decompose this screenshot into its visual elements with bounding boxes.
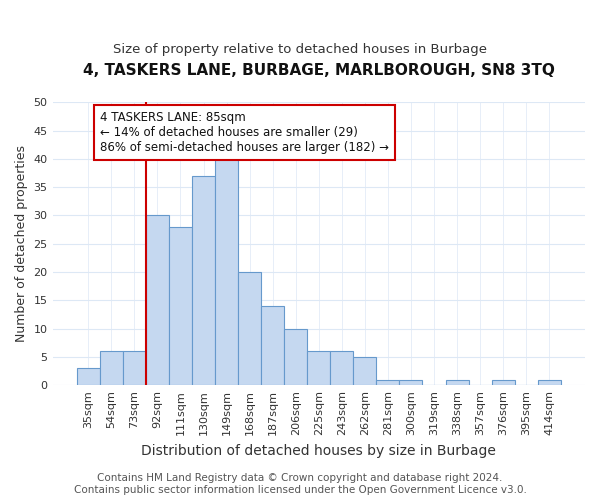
Text: 4 TASKERS LANE: 85sqm
← 14% of detached houses are smaller (29)
86% of semi-deta: 4 TASKERS LANE: 85sqm ← 14% of detached … bbox=[100, 111, 389, 154]
Bar bbox=[192, 176, 215, 386]
Bar bbox=[491, 380, 515, 386]
Bar bbox=[261, 306, 284, 386]
Bar bbox=[284, 328, 307, 386]
Bar bbox=[446, 380, 469, 386]
Bar bbox=[215, 148, 238, 386]
Bar bbox=[538, 380, 561, 386]
Bar bbox=[123, 352, 146, 386]
Bar bbox=[376, 380, 400, 386]
Bar bbox=[100, 352, 123, 386]
Bar bbox=[146, 216, 169, 386]
Title: 4, TASKERS LANE, BURBAGE, MARLBOROUGH, SN8 3TQ: 4, TASKERS LANE, BURBAGE, MARLBOROUGH, S… bbox=[83, 62, 555, 78]
Text: Size of property relative to detached houses in Burbage: Size of property relative to detached ho… bbox=[113, 42, 487, 56]
Bar bbox=[353, 357, 376, 386]
Bar bbox=[169, 227, 192, 386]
Bar bbox=[238, 272, 261, 386]
Y-axis label: Number of detached properties: Number of detached properties bbox=[15, 146, 28, 342]
X-axis label: Distribution of detached houses by size in Burbage: Distribution of detached houses by size … bbox=[142, 444, 496, 458]
Text: Contains HM Land Registry data © Crown copyright and database right 2024.
Contai: Contains HM Land Registry data © Crown c… bbox=[74, 474, 526, 495]
Bar bbox=[77, 368, 100, 386]
Bar bbox=[307, 352, 330, 386]
Bar bbox=[330, 352, 353, 386]
Bar bbox=[400, 380, 422, 386]
